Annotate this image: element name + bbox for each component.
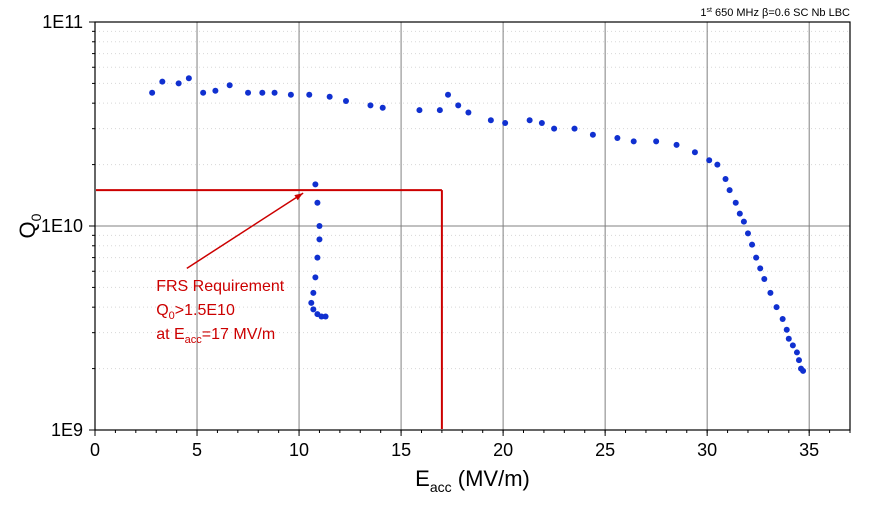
x-tick-label: 15 <box>391 440 411 460</box>
data-point <box>753 255 759 261</box>
data-point <box>539 120 545 126</box>
data-point <box>714 162 720 168</box>
data-point <box>786 336 792 342</box>
data-point <box>323 314 329 320</box>
data-point <box>741 219 747 225</box>
data-point <box>590 132 596 138</box>
data-point <box>310 306 316 312</box>
data-point <box>343 98 349 104</box>
data-point <box>159 79 165 85</box>
data-point <box>614 135 620 141</box>
data-point <box>527 117 533 123</box>
data-point <box>465 110 471 116</box>
requirement-annotation: Q0>1.5E10 <box>156 302 235 322</box>
data-point <box>186 75 192 81</box>
data-point <box>288 92 294 98</box>
data-point <box>314 200 320 206</box>
data-point <box>314 255 320 261</box>
data-point <box>757 265 763 271</box>
y-tick-label: 1E10 <box>41 216 83 236</box>
data-point <box>312 274 318 280</box>
data-point <box>572 126 578 132</box>
data-point <box>749 242 755 248</box>
data-point <box>774 304 780 310</box>
q0-vs-eacc-chart: 051015202530351E91E101E11Eacc (MV/m)Q01s… <box>0 0 886 507</box>
x-tick-label: 30 <box>697 440 717 460</box>
data-point <box>796 357 802 363</box>
chart-svg: 051015202530351E91E101E11Eacc (MV/m)Q01s… <box>0 0 886 507</box>
requirement-annotation: FRS Requirement <box>156 278 285 295</box>
x-tick-label: 0 <box>90 440 100 460</box>
data-point <box>245 90 251 96</box>
x-tick-label: 25 <box>595 440 615 460</box>
data-point <box>227 82 233 88</box>
data-point <box>784 327 790 333</box>
x-tick-label: 35 <box>799 440 819 460</box>
x-tick-label: 5 <box>192 440 202 460</box>
data-point <box>502 120 508 126</box>
data-point <box>488 117 494 123</box>
data-point <box>272 90 278 96</box>
data-point <box>367 102 373 108</box>
data-point <box>212 88 218 94</box>
data-point <box>316 223 322 229</box>
data-point <box>437 107 443 113</box>
data-point <box>631 138 637 144</box>
data-point <box>176 80 182 86</box>
data-point <box>380 105 386 111</box>
data-point <box>308 300 314 306</box>
data-point <box>310 290 316 296</box>
y-tick-label: 1E11 <box>42 12 83 32</box>
data-point <box>767 290 773 296</box>
data-point <box>259 90 265 96</box>
data-point <box>727 187 733 193</box>
y-tick-label: 1E9 <box>51 420 83 440</box>
data-point <box>306 92 312 98</box>
data-point <box>149 90 155 96</box>
x-tick-label: 20 <box>493 440 513 460</box>
data-point <box>794 349 800 355</box>
data-point <box>327 94 333 100</box>
data-point <box>790 342 796 348</box>
data-point <box>723 176 729 182</box>
requirement-annotation: at Eacc=17 MV/m <box>156 326 275 346</box>
data-point <box>312 181 318 187</box>
data-point <box>745 230 751 236</box>
data-point <box>551 126 557 132</box>
data-point <box>445 92 451 98</box>
data-point <box>737 211 743 217</box>
chart-subtitle: 1st 650 MHz β=0.6 SC Nb LBC <box>700 7 850 19</box>
data-point <box>200 90 206 96</box>
data-point <box>416 107 422 113</box>
data-point <box>800 368 806 374</box>
data-point <box>674 142 680 148</box>
data-point <box>316 236 322 242</box>
data-point <box>733 200 739 206</box>
data-point <box>653 138 659 144</box>
data-point <box>761 276 767 282</box>
data-point <box>780 316 786 322</box>
data-point <box>455 102 461 108</box>
x-tick-label: 10 <box>289 440 309 460</box>
data-point <box>692 149 698 155</box>
data-point <box>706 157 712 163</box>
